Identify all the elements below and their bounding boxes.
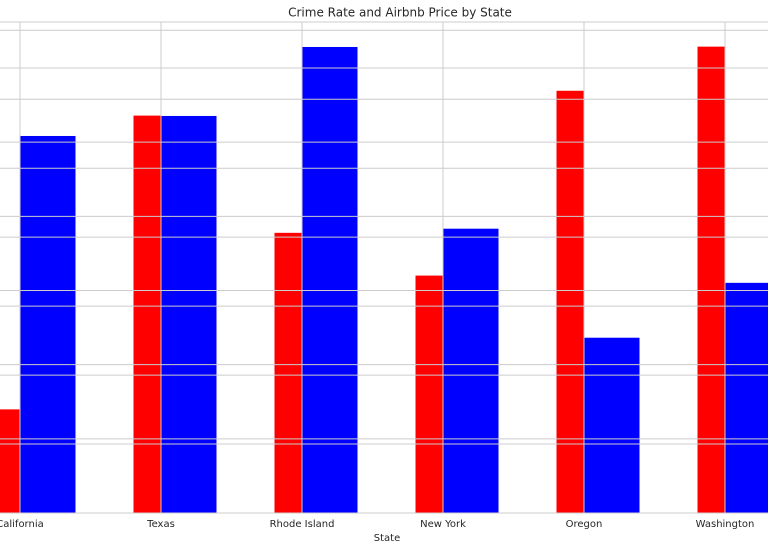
x-axis-label: State	[374, 533, 400, 544]
bar	[442, 227, 500, 514]
bar	[160, 114, 218, 514]
bar	[0, 408, 21, 514]
bar	[19, 134, 77, 514]
bar	[555, 89, 585, 514]
plot-area	[0, 21, 768, 514]
bar	[696, 45, 726, 514]
bar	[273, 231, 303, 514]
bars	[0, 45, 768, 514]
x-tick-label: Washington	[696, 519, 755, 530]
x-tick-label: Rhode Island	[270, 519, 335, 530]
x-tick-label: Texas	[146, 519, 175, 530]
bar	[132, 114, 162, 514]
bar	[301, 45, 359, 514]
bar	[414, 274, 444, 514]
x-tick-label: California	[0, 519, 44, 530]
x-tick-label: Oregon	[566, 519, 603, 530]
chart-title: Crime Rate and Airbnb Price by State	[288, 6, 512, 20]
bar	[583, 336, 641, 514]
x-tick-label: New York	[420, 519, 466, 530]
bar	[724, 281, 768, 514]
